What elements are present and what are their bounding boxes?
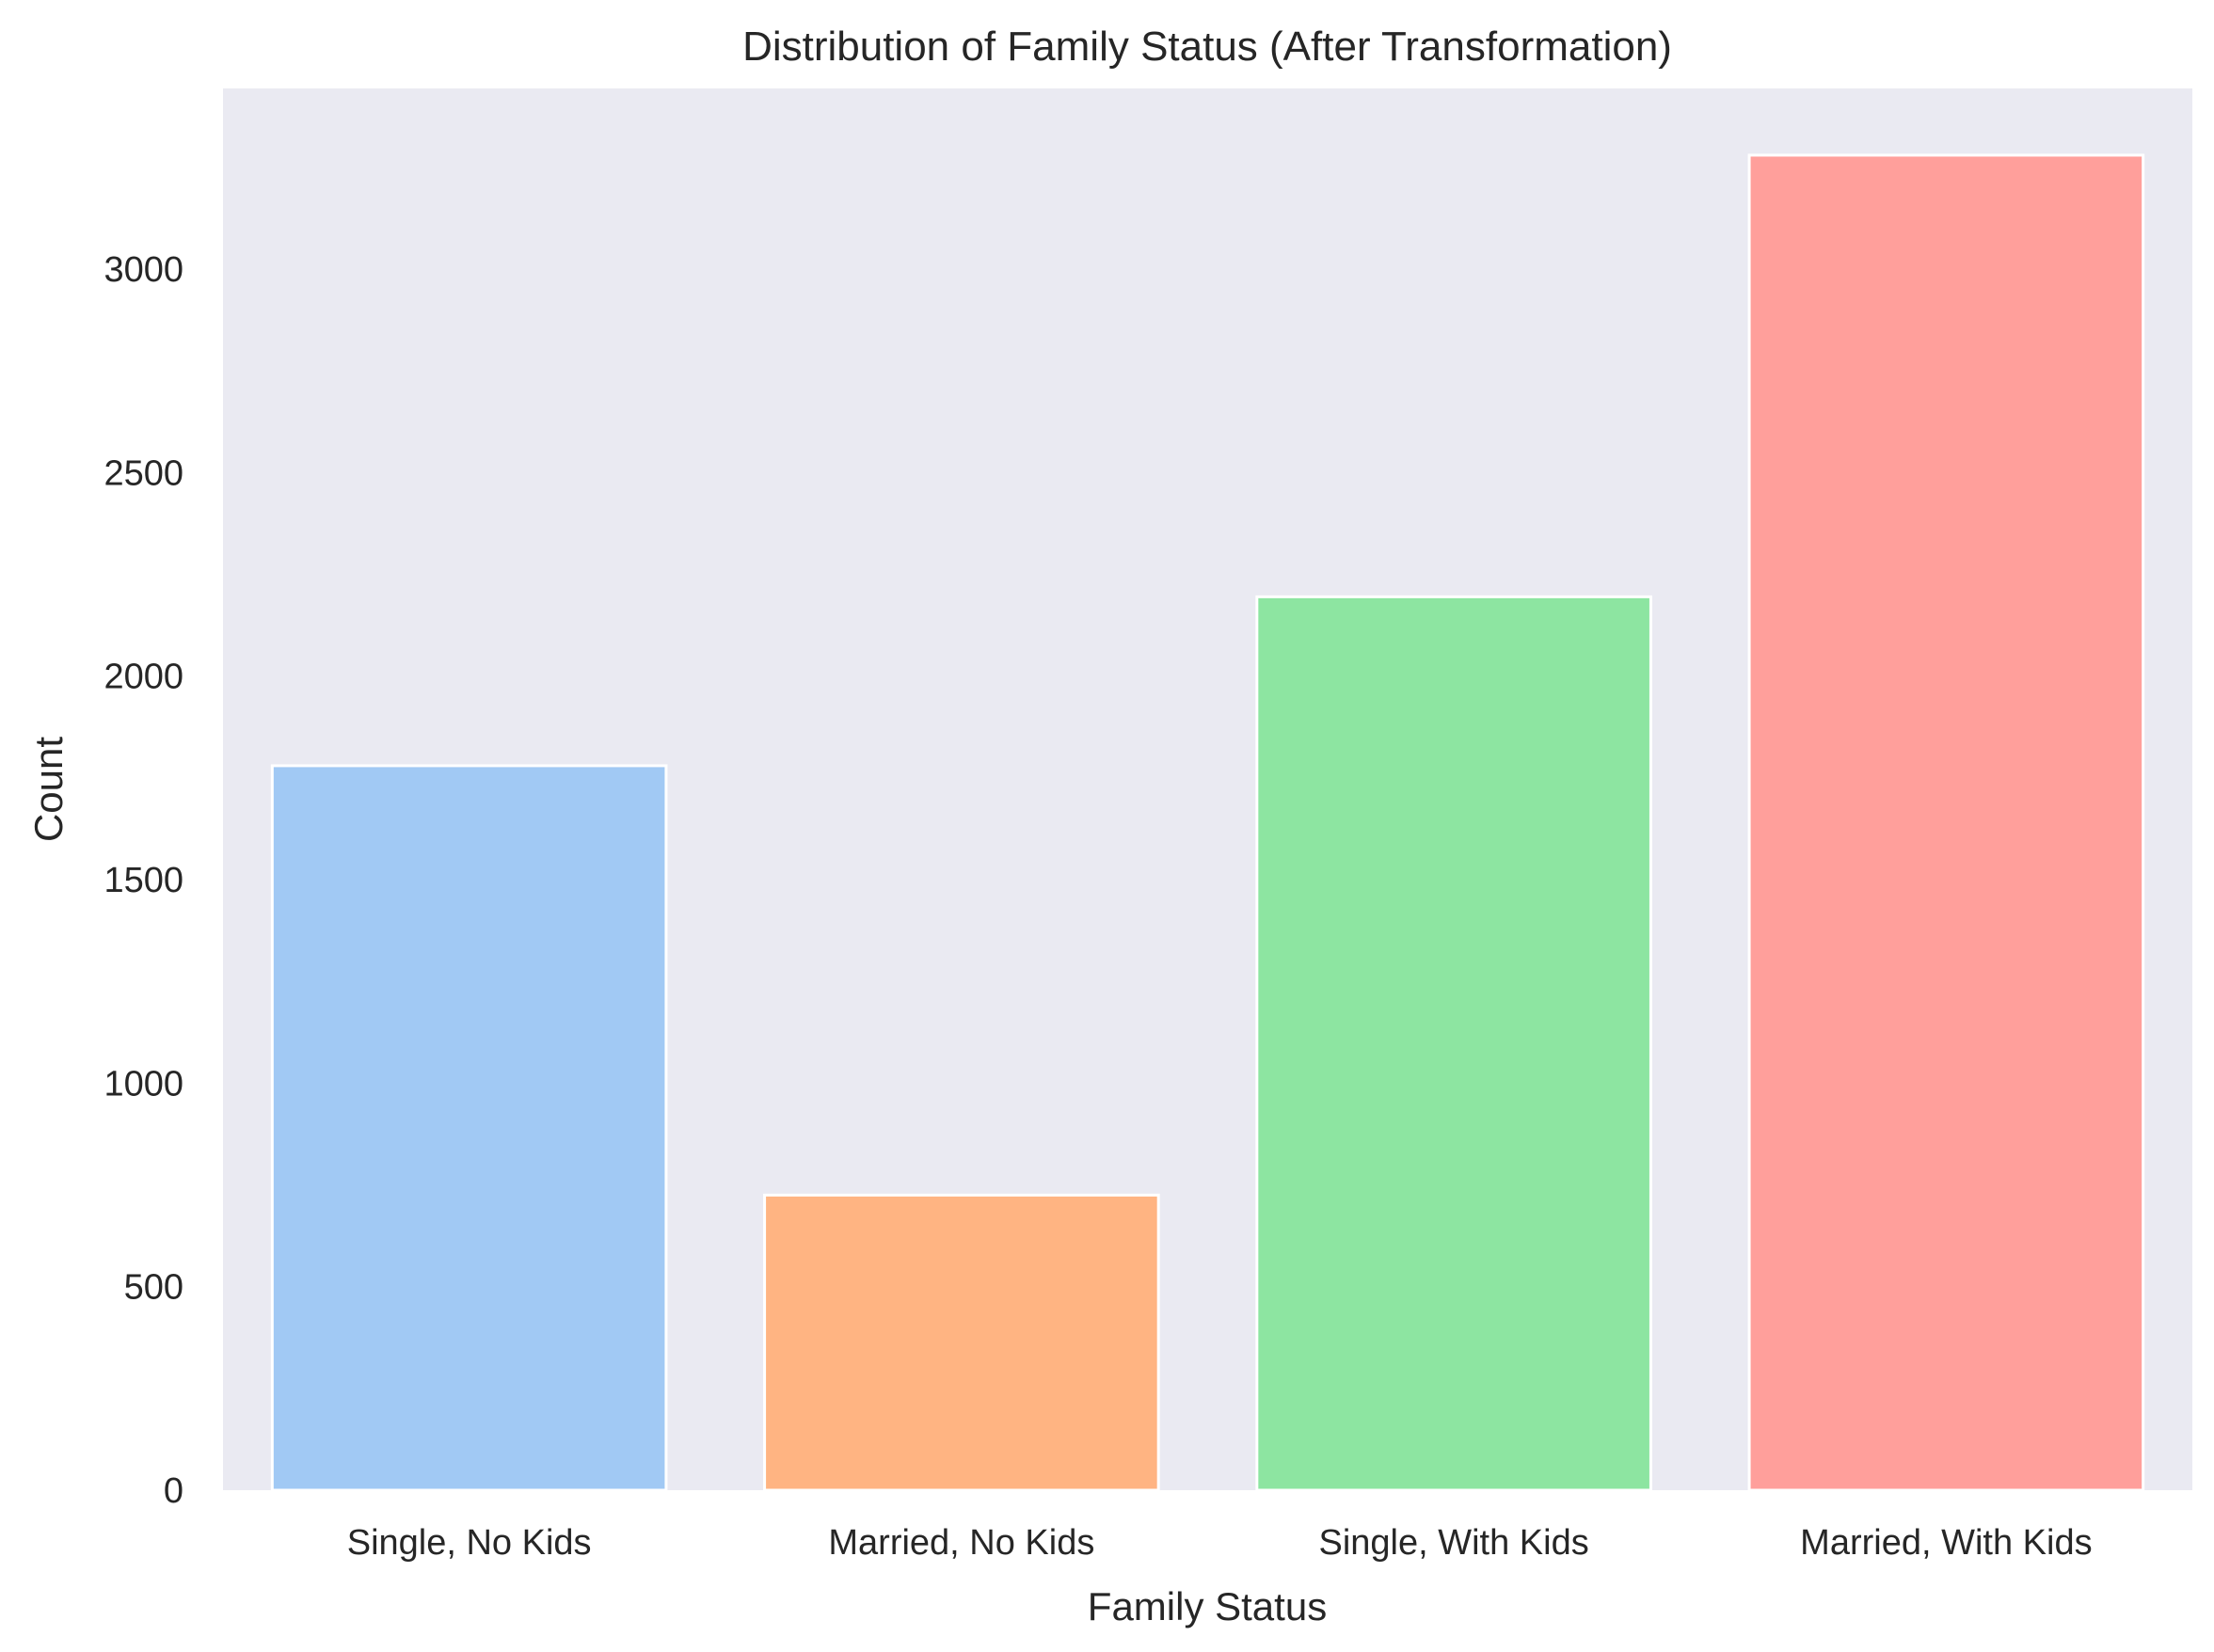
- x-axis-ticks: Single, No Kids Married, No Kids Single, W…: [347, 1523, 2093, 1563]
- chart-title: Distribution of Family Status (After Tra…: [742, 24, 1672, 70]
- bar-3: [1747, 153, 2145, 1492]
- x-tick-label: Single, With Kids: [1319, 1523, 1589, 1563]
- bar-2: [1255, 595, 1652, 1492]
- bar-0: [270, 764, 668, 1492]
- x-tick-label: Single, No Kids: [347, 1523, 592, 1563]
- bar-1: [763, 1193, 1160, 1492]
- x-tick-label: Married, No Kids: [828, 1523, 1094, 1563]
- bars-group: [270, 153, 2145, 1492]
- y-tick-label: 1500: [104, 861, 183, 900]
- y-tick-label: 2000: [104, 658, 183, 697]
- x-tick-label: Married, With Kids: [1800, 1523, 2092, 1563]
- y-tick-label: 1000: [104, 1064, 183, 1104]
- x-axis-label: Family Status: [1088, 1584, 1327, 1628]
- y-axis-ticks: 0 500 1000 1500 2000 2500 3000: [104, 250, 183, 1511]
- y-axis-label: Count: [26, 737, 71, 842]
- y-tick-label: 500: [124, 1268, 183, 1308]
- y-tick-label: 2500: [104, 453, 183, 493]
- y-tick-label: 3000: [104, 250, 183, 290]
- y-tick-label: 0: [164, 1471, 183, 1511]
